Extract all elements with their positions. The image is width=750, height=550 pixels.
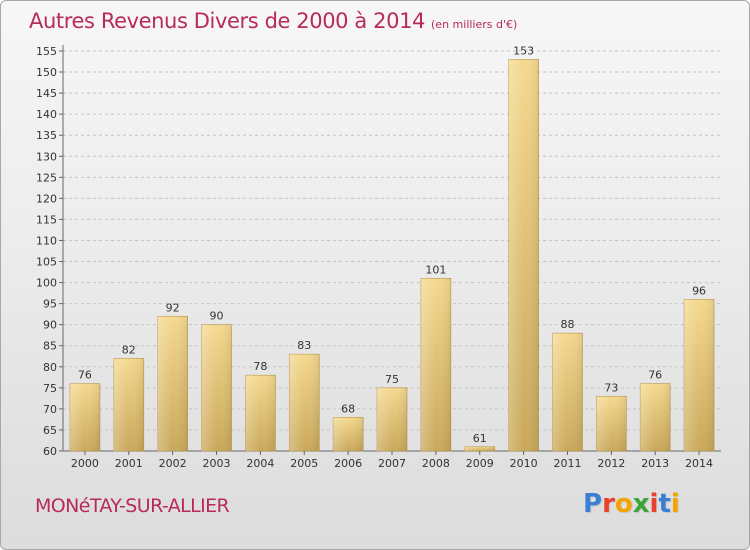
y-tick-label: 135	[36, 129, 57, 142]
logo-letter: t	[658, 489, 671, 519]
y-tick-label: 145	[36, 87, 57, 100]
y-tick-label: 65	[43, 424, 57, 437]
bar-highlight	[552, 333, 583, 451]
chart-title: Autres Revenus Divers de 2000 à 2014 (en …	[29, 9, 517, 33]
data-label: 68	[341, 402, 355, 415]
data-label: 78	[253, 360, 267, 373]
x-tick-label: 2004	[246, 457, 274, 470]
y-tick-label: 150	[36, 66, 57, 79]
x-tick-label: 2008	[422, 457, 450, 470]
bar-highlight	[201, 324, 232, 451]
y-tick-label: 75	[43, 382, 57, 395]
y-tick-label: 110	[36, 234, 57, 247]
bar-highlight	[596, 396, 627, 451]
bar-highlight	[333, 417, 364, 451]
y-tick-label: 90	[43, 319, 57, 332]
bars	[69, 59, 715, 452]
data-label: 88	[560, 318, 574, 331]
x-tick-label: 2009	[466, 457, 494, 470]
data-label: 92	[166, 301, 180, 314]
y-tick-label: 70	[43, 403, 57, 416]
y-tick-label: 130	[36, 150, 57, 163]
bar-highlight	[157, 316, 188, 451]
y-tick-label: 125	[36, 171, 57, 184]
commune-name: MONéTAY-SUR-ALLIER	[35, 495, 230, 517]
data-label: 76	[78, 369, 92, 382]
x-tick-label: 2001	[115, 457, 143, 470]
y-tick-label: 100	[36, 277, 57, 290]
chart-subtitle: (en milliers d'€)	[431, 18, 518, 31]
y-tick-label: 60	[43, 445, 57, 458]
x-tick-label: 2006	[334, 457, 362, 470]
data-label: 153	[513, 44, 534, 57]
y-tick-label: 105	[36, 256, 57, 269]
y-tick-label: 85	[43, 340, 57, 353]
x-tick-labels: 2000 2001 2002 2003 2004 2005 2006 2007 2008 2009…	[71, 451, 713, 470]
bar-highlight	[508, 59, 539, 451]
logo-letter: r	[602, 489, 615, 519]
bar-highlight	[289, 354, 320, 451]
logo-letter: i	[649, 489, 659, 519]
y-tick-label: 140	[36, 108, 57, 121]
x-tick-label: 2011	[553, 457, 581, 470]
data-labels: 76 82 92 90 78 83 68 75 101 61 153 88 73 76 96	[78, 44, 706, 444]
proxiti-logo: Proxiti	[583, 489, 680, 519]
y-tick-labels: 60 65 70 75 80 85 90 95 100 105 110 115 120 125 130 135…	[36, 45, 57, 458]
y-tick-label: 120	[36, 192, 57, 205]
y-tick-label: 80	[43, 361, 57, 374]
x-tick-label: 2003	[203, 457, 231, 470]
x-tick-label: 2014	[685, 457, 713, 470]
x-tick-label: 2000	[71, 457, 99, 470]
data-label: 75	[385, 373, 399, 386]
bar-highlight	[464, 446, 495, 451]
x-tick-label: 2010	[510, 457, 538, 470]
x-tick-label: 2013	[641, 457, 669, 470]
bar-highlight	[69, 383, 100, 451]
y-tick-label: 95	[43, 298, 57, 311]
data-label: 73	[604, 381, 618, 394]
x-tick-label: 2007	[378, 457, 406, 470]
bar-highlight	[684, 299, 715, 451]
y-tick-label: 155	[36, 45, 57, 58]
data-label: 83	[297, 339, 311, 352]
bar-highlight	[245, 375, 276, 451]
data-label: 101	[425, 263, 446, 276]
logo-letter: x	[632, 489, 650, 519]
y-tick-label: 115	[36, 213, 57, 226]
bar-highlight	[420, 278, 451, 451]
data-label: 76	[648, 369, 662, 382]
bar-highlight	[640, 383, 671, 451]
logo-letter: o	[614, 489, 633, 519]
logo-letter: i	[670, 489, 680, 519]
data-label: 96	[692, 284, 706, 297]
chart-title-text: Autres Revenus Divers de 2000 à 2014	[29, 9, 426, 33]
logo-letter: P	[583, 489, 603, 519]
x-tick-label: 2005	[290, 457, 318, 470]
data-label: 90	[210, 310, 224, 323]
bar-highlight	[113, 358, 144, 451]
data-label: 61	[473, 432, 487, 445]
data-label: 82	[122, 343, 136, 356]
bar-highlight	[377, 387, 407, 451]
x-tick-label: 2012	[597, 457, 625, 470]
x-tick-label: 2002	[159, 457, 187, 470]
